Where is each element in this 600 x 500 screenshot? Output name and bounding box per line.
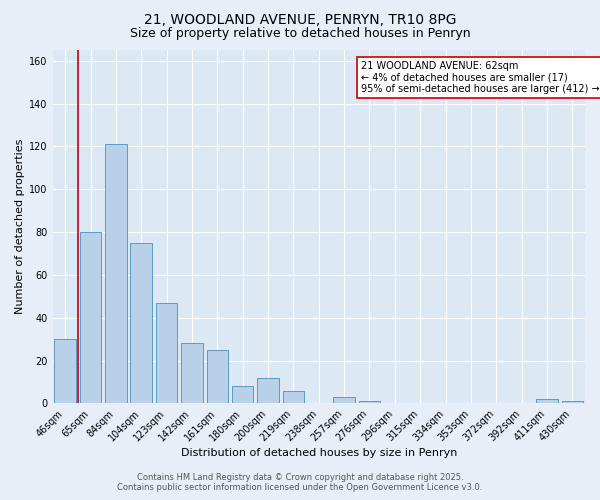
- Bar: [232, 386, 253, 404]
- Bar: [156, 303, 178, 404]
- Bar: [105, 144, 127, 404]
- Bar: [359, 402, 380, 404]
- Bar: [130, 243, 152, 404]
- Text: Size of property relative to detached houses in Penryn: Size of property relative to detached ho…: [130, 28, 470, 40]
- Bar: [536, 399, 558, 404]
- Bar: [283, 390, 304, 404]
- Bar: [562, 402, 583, 404]
- Text: 21, WOODLAND AVENUE, PENRYN, TR10 8PG: 21, WOODLAND AVENUE, PENRYN, TR10 8PG: [144, 12, 456, 26]
- Bar: [206, 350, 228, 404]
- Bar: [334, 397, 355, 404]
- X-axis label: Distribution of detached houses by size in Penryn: Distribution of detached houses by size …: [181, 448, 457, 458]
- Bar: [80, 232, 101, 404]
- Bar: [55, 339, 76, 404]
- Y-axis label: Number of detached properties: Number of detached properties: [15, 139, 25, 314]
- Text: 21 WOODLAND AVENUE: 62sqm
← 4% of detached houses are smaller (17)
95% of semi-d: 21 WOODLAND AVENUE: 62sqm ← 4% of detach…: [361, 60, 600, 94]
- Text: Contains HM Land Registry data © Crown copyright and database right 2025.
Contai: Contains HM Land Registry data © Crown c…: [118, 473, 482, 492]
- Bar: [181, 344, 203, 404]
- Bar: [257, 378, 279, 404]
